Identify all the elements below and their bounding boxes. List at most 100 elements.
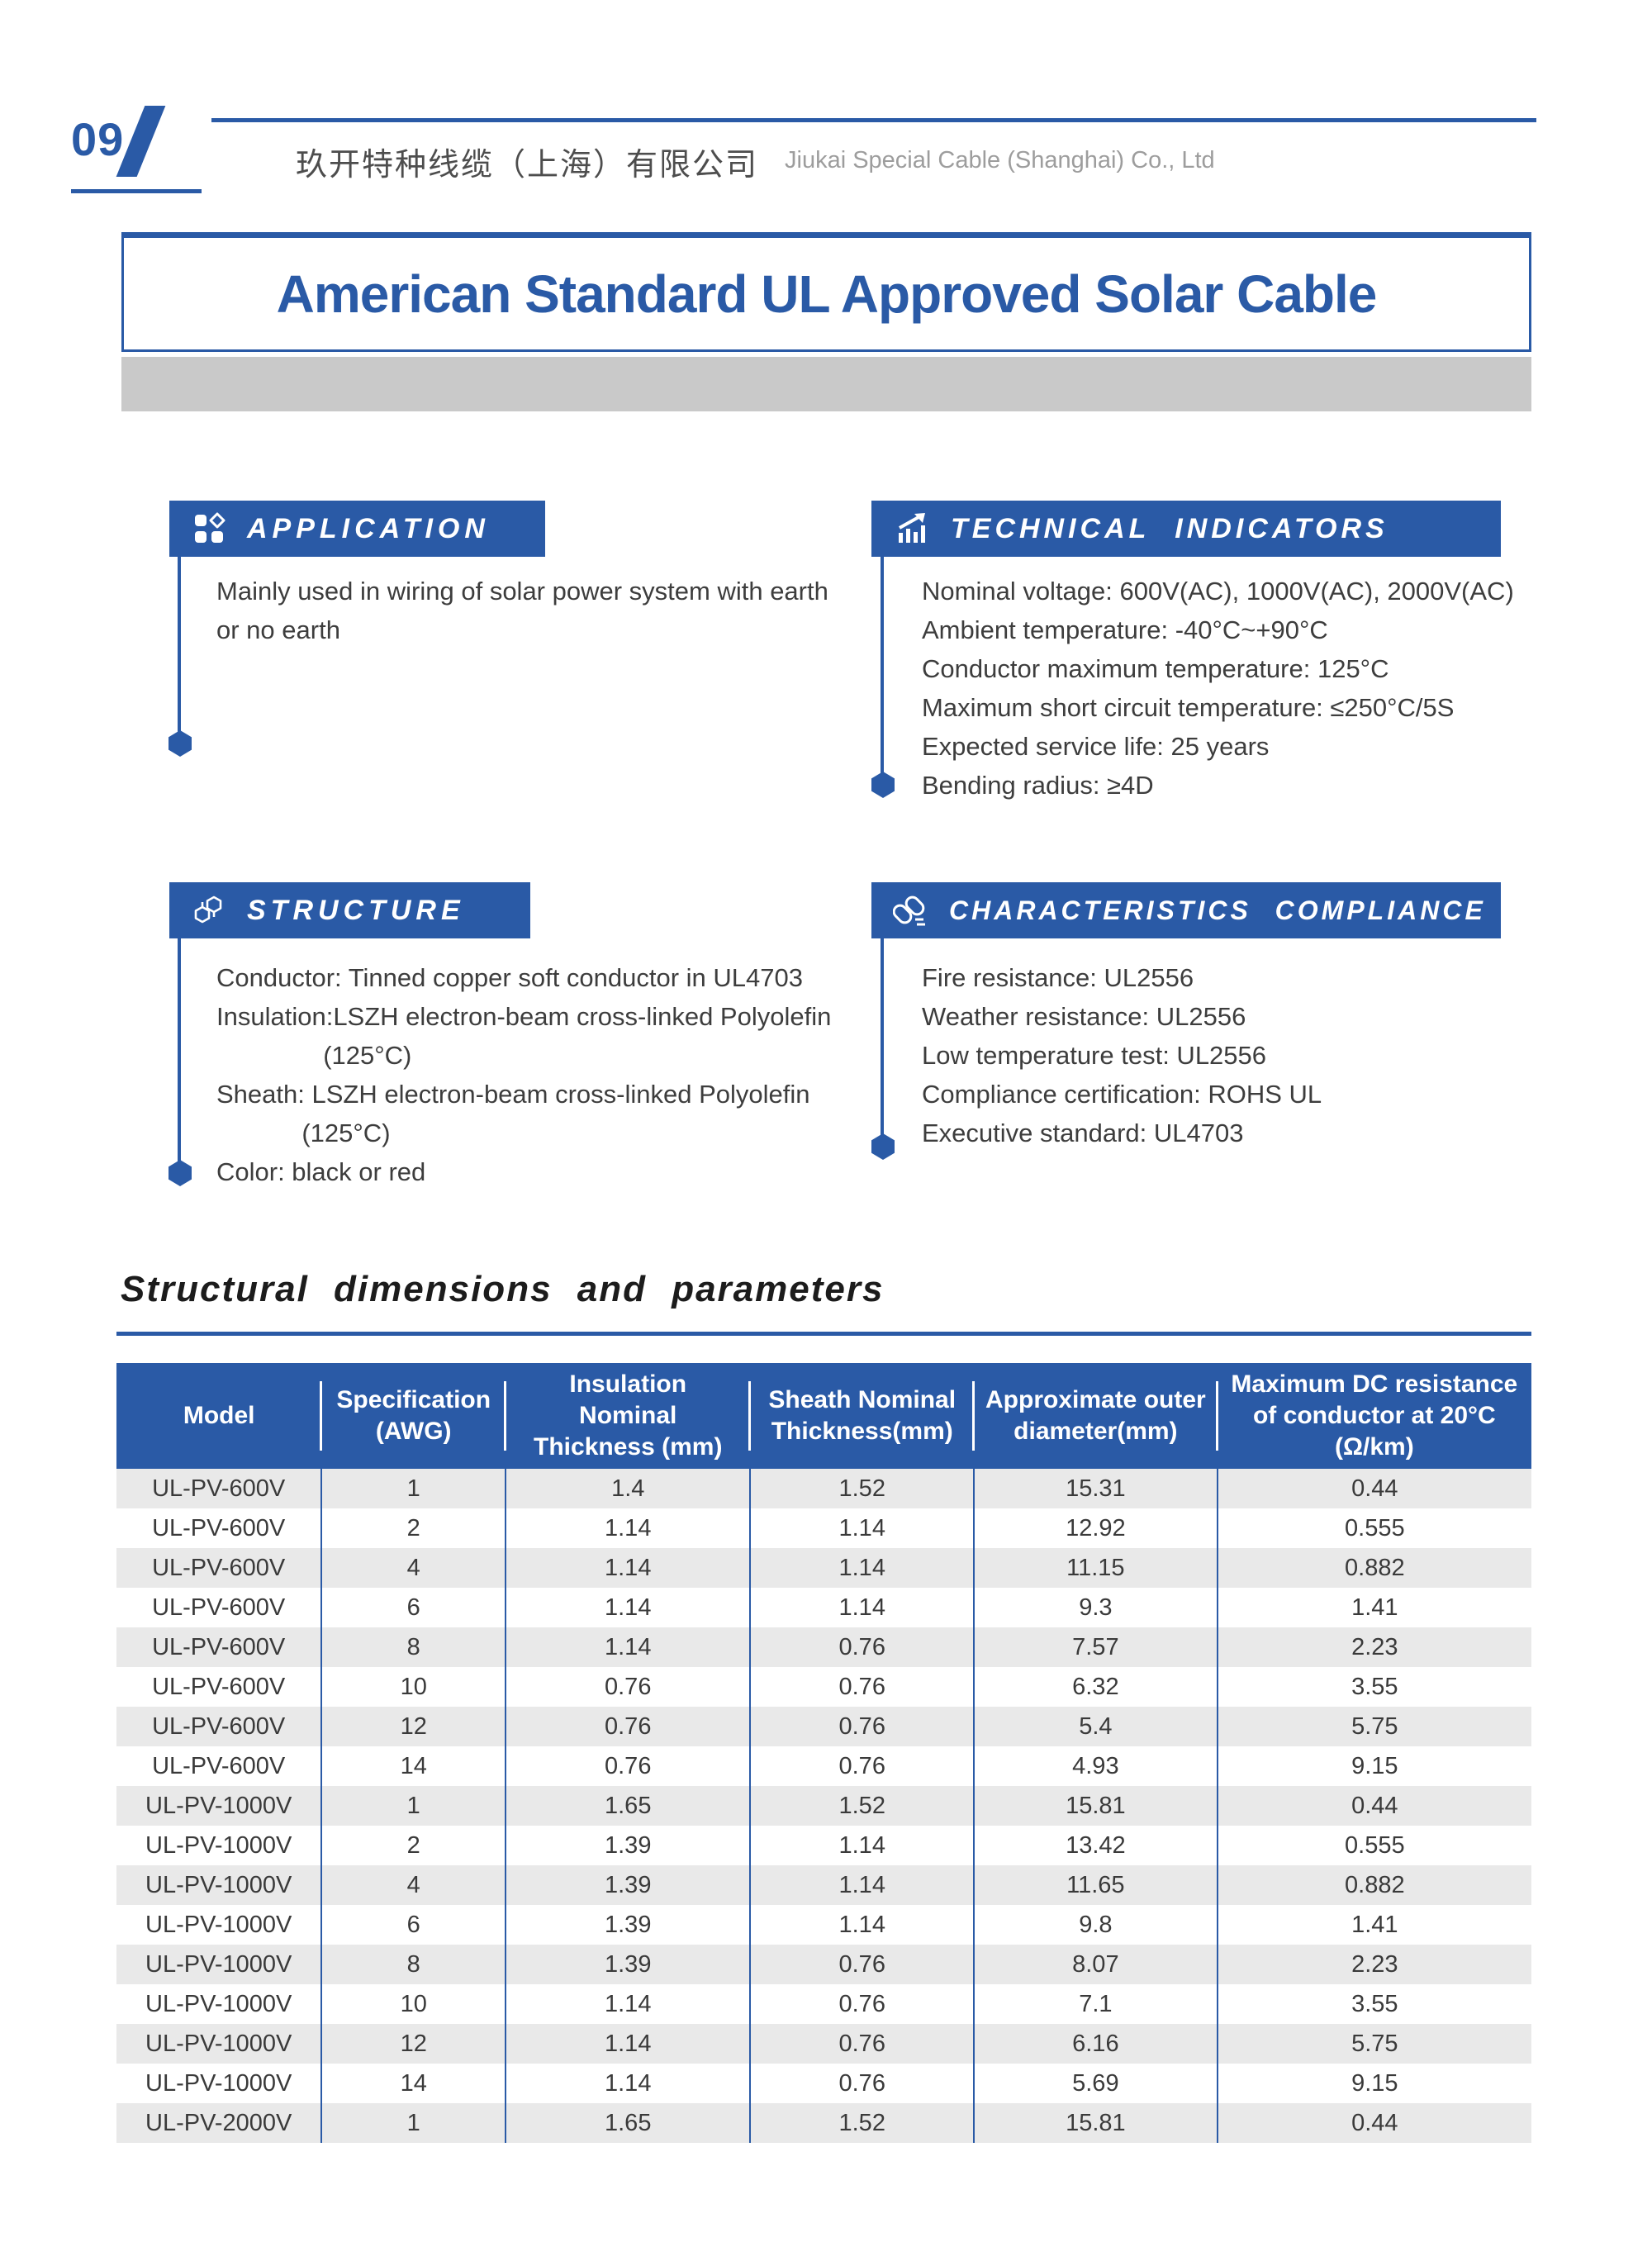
table-cell: 12 <box>320 2024 506 2064</box>
table-cell: 1.65 <box>505 1786 751 1826</box>
header-rule <box>211 118 1536 122</box>
table-cell: 0.76 <box>749 1984 975 2024</box>
table-cell: 1.41 <box>1216 1905 1531 1945</box>
table-cell: 9.8 <box>973 1905 1218 1945</box>
table-header-cell: Approximate outer diameter(mm) <box>972 1363 1218 1469</box>
table-cell: 5.75 <box>1216 1707 1531 1746</box>
table-cell: 0.44 <box>1216 1469 1531 1508</box>
table-cell: 0.76 <box>505 1746 751 1786</box>
table-header-cell: Model <box>116 1363 322 1469</box>
table-row: UL-PV-1000V 1 1.65 1.52 15.81 0.44 <box>116 1786 1531 1826</box>
table-cell: 7.57 <box>973 1627 1218 1667</box>
table-cell: 3.55 <box>1216 1667 1531 1707</box>
table-cell: UL-PV-2000V <box>145 2109 292 2136</box>
table-row: UL-PV-1000V 6 1.39 1.14 9.8 1.41 <box>116 1905 1531 1945</box>
table-cell: UL-PV-1000V <box>145 2069 292 2097</box>
table-row: UL-PV-1000V 4 1.39 1.14 11.65 0.882 <box>116 1865 1531 1905</box>
table-cell: 8.07 <box>973 1945 1218 1984</box>
section-title: TECHNICAL INDICATORS <box>951 512 1389 544</box>
table-cell: 1.41 <box>1216 1588 1531 1627</box>
table-cell: 15.31 <box>973 1469 1218 1508</box>
table-cell: 1 <box>320 1786 506 1826</box>
body-line: Insulation:LSZH electron-beam cross-link… <box>216 1002 832 1031</box>
table-row: UL-PV-600V 10 0.76 0.76 6.32 3.55 <box>116 1667 1531 1707</box>
section-connector-line <box>881 557 884 773</box>
section-header-structure: STRUCTURE <box>169 882 530 938</box>
table-row: UL-PV-600V 2 1.14 1.14 12.92 0.555 <box>116 1508 1531 1548</box>
section-title: STRUCTURE <box>247 894 465 926</box>
body-line: Fire resistance: UL2556 <box>922 963 1194 992</box>
title-banner: American Standard UL Approved Solar Cabl… <box>121 232 1531 352</box>
table-cell: 14 <box>320 2064 506 2103</box>
table-cell: 1.14 <box>505 1627 751 1667</box>
section-connector-hexagon <box>169 1160 192 1186</box>
table-cell: UL-PV-600V <box>152 1633 286 1660</box>
table-row: UL-PV-600V 12 0.76 0.76 5.4 5.75 <box>116 1707 1531 1746</box>
title-shadow-bar <box>121 357 1531 411</box>
table-cell: 1.52 <box>749 2103 975 2143</box>
table-cell: 15.81 <box>973 1786 1218 1826</box>
table-cell: 1.39 <box>505 1826 751 1865</box>
table-cell: 5.4 <box>973 1707 1218 1746</box>
table-cell: 6 <box>320 1588 506 1627</box>
section-connector-line <box>178 938 181 1161</box>
application-body: Mainly used in wiring of solar power sys… <box>216 572 894 649</box>
table-cell: 1.14 <box>749 1588 975 1627</box>
table-cell: 8 <box>320 1945 506 1984</box>
table-cell: 4 <box>320 1548 506 1588</box>
table-cell: 9.3 <box>973 1588 1218 1627</box>
table-cell: UL-PV-1000V <box>145 1871 292 1898</box>
table-cell: 0.76 <box>749 1667 975 1707</box>
chain-link-icon <box>893 892 929 929</box>
table-cell: 0.76 <box>749 1746 975 1786</box>
section-title: APPLICATION <box>247 512 490 544</box>
table-cell: 9.15 <box>1216 2064 1531 2103</box>
table-cell: 1.52 <box>749 1786 975 1826</box>
table-header-cell: Specification (AWG) <box>320 1363 506 1469</box>
table-cell: 0.76 <box>749 2024 975 2064</box>
table-cell: UL-PV-1000V <box>145 1911 292 1938</box>
table-cell: 2.23 <box>1216 1945 1531 1984</box>
body-line: (125°C) <box>216 1119 391 1147</box>
body-line: (125°C) <box>216 1041 412 1070</box>
table-cell: 0.76 <box>505 1707 751 1746</box>
table-cell: 0.44 <box>1216 2103 1531 2143</box>
section-header-application: APPLICATION <box>169 501 545 557</box>
table-cell: 10 <box>320 1667 506 1707</box>
body-line: Compliance certification: ROHS UL <box>922 1080 1322 1109</box>
table-row: UL-PV-1000V 8 1.39 0.76 8.07 2.23 <box>116 1945 1531 1984</box>
table-header-cell: Maximum DC resistance of conductor at 20… <box>1215 1363 1531 1469</box>
table-row: UL-PV-600V 6 1.14 1.14 9.3 1.41 <box>116 1588 1531 1627</box>
table-cell: 1.14 <box>749 1905 975 1945</box>
table-row: UL-PV-1000V 10 1.14 0.76 7.1 3.55 <box>116 1984 1531 2024</box>
technical-indicators-body: Nominal voltage: 600V(AC), 1000V(AC), 20… <box>922 572 1607 805</box>
table-cell: 2 <box>320 1826 506 1865</box>
table-cell: 5.69 <box>973 2064 1218 2103</box>
table-cell: 1.14 <box>505 1588 751 1627</box>
table-row: UL-PV-600V 14 0.76 0.76 4.93 9.15 <box>116 1746 1531 1786</box>
table-cell: 1.14 <box>749 1826 975 1865</box>
table-cell: 1 <box>320 1469 506 1508</box>
body-line: Conductor maximum temperature: 125°C <box>922 654 1389 683</box>
table-cell: 11.15 <box>973 1548 1218 1588</box>
section-title: CHARACTERISTICS COMPLIANCE <box>949 895 1486 925</box>
body-line: Weather resistance: UL2556 <box>922 1002 1246 1031</box>
table-cell: 1.14 <box>505 1984 751 2024</box>
body-line: Mainly used in wiring of solar power sys… <box>216 577 828 606</box>
table-header-cell: Insulation Nominal Thickness (mm) <box>504 1363 751 1469</box>
table-cell: 1.52 <box>749 1469 975 1508</box>
table-cell: 1 <box>320 2103 506 2143</box>
table-cell: UL-PV-600V <box>152 1752 286 1779</box>
body-line: Maximum short circuit temperature: ≤250°… <box>922 693 1455 722</box>
table-row: UL-PV-1000V 2 1.39 1.14 13.42 0.555 <box>116 1826 1531 1865</box>
table-cell: 8 <box>320 1627 506 1667</box>
table-row: UL-PV-600V 8 1.14 0.76 7.57 2.23 <box>116 1627 1531 1667</box>
compliance-body: Fire resistance: UL2556 Weather resistanc… <box>922 958 1607 1152</box>
table-cell: UL-PV-1000V <box>145 1792 292 1819</box>
table-cell: 10 <box>320 1984 506 2024</box>
table-cell: 0.76 <box>749 1627 975 1667</box>
section-header-technical-indicators: TECHNICAL INDICATORS <box>871 501 1501 557</box>
table-cell: 11.65 <box>973 1865 1218 1905</box>
table-cell: UL-PV-600V <box>152 1514 286 1541</box>
